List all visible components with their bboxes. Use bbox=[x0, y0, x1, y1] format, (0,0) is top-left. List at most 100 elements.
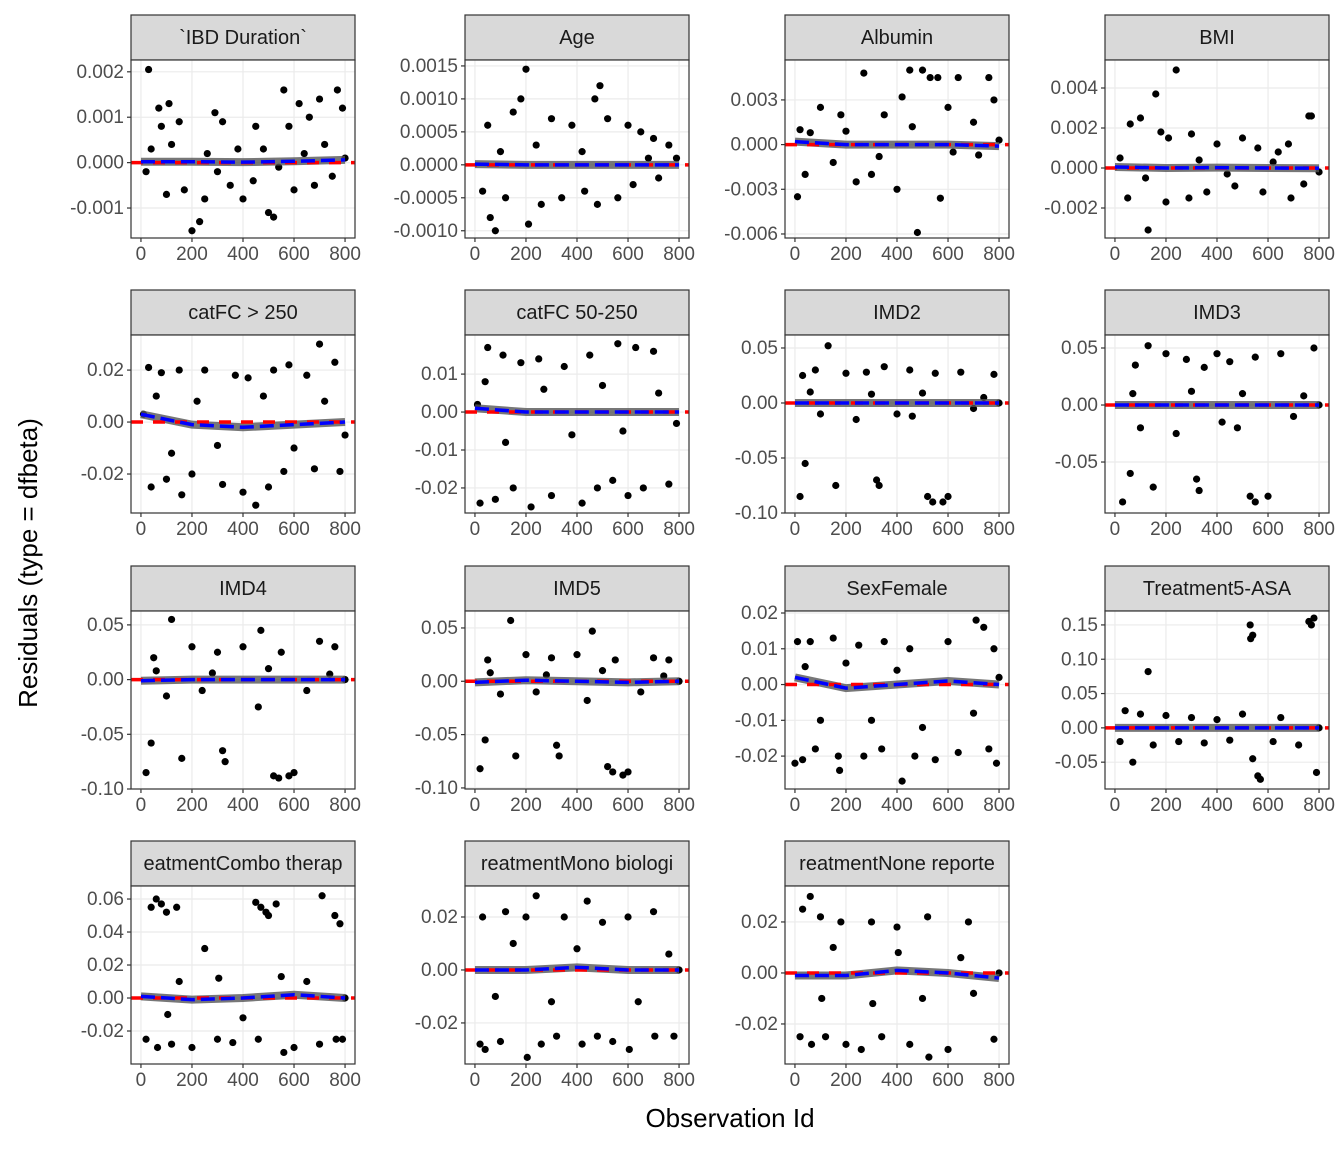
point bbox=[496, 1037, 505, 1046]
point bbox=[842, 659, 850, 667]
point bbox=[188, 227, 196, 235]
point bbox=[944, 103, 952, 111]
point bbox=[893, 410, 901, 418]
strip bbox=[464, 840, 690, 887]
point bbox=[1182, 355, 1190, 364]
point bbox=[1213, 140, 1221, 148]
point bbox=[829, 943, 837, 952]
point bbox=[1200, 739, 1208, 747]
point bbox=[568, 431, 576, 439]
point bbox=[834, 752, 842, 760]
point bbox=[649, 654, 658, 662]
point bbox=[867, 918, 876, 926]
point bbox=[142, 1035, 150, 1043]
point bbox=[1238, 390, 1247, 398]
x-tick-label: 200 bbox=[1150, 244, 1182, 265]
point bbox=[239, 488, 247, 496]
y-tick-label: 0.001 bbox=[76, 107, 124, 128]
point bbox=[835, 766, 844, 774]
panel bbox=[131, 892, 355, 1057]
point bbox=[244, 374, 252, 382]
point bbox=[213, 168, 222, 176]
y-tick-label: 0.02 bbox=[741, 603, 778, 624]
point bbox=[150, 654, 158, 662]
y-tick-label: 0.00 bbox=[421, 960, 458, 981]
point bbox=[252, 898, 260, 906]
point bbox=[637, 688, 645, 696]
point bbox=[931, 369, 939, 377]
point bbox=[501, 438, 510, 447]
point bbox=[280, 86, 288, 94]
point bbox=[321, 140, 329, 149]
point bbox=[898, 93, 906, 101]
point bbox=[893, 923, 901, 931]
point bbox=[484, 656, 492, 664]
point bbox=[649, 347, 658, 355]
point bbox=[1277, 350, 1285, 358]
x-tick-label: 600 bbox=[1252, 795, 1284, 816]
x-tick-label: 800 bbox=[983, 519, 1015, 540]
panel-border bbox=[464, 59, 690, 239]
point bbox=[1152, 90, 1160, 98]
point bbox=[1238, 134, 1247, 142]
smooth-line bbox=[474, 965, 680, 972]
x-tick-label: 400 bbox=[561, 795, 593, 816]
point bbox=[198, 686, 206, 695]
point bbox=[944, 638, 952, 646]
point bbox=[1307, 112, 1315, 120]
y-tick-label: -0.02 bbox=[81, 1021, 124, 1042]
point bbox=[609, 768, 617, 776]
panel-border bbox=[1104, 334, 1330, 514]
point bbox=[918, 389, 927, 397]
x-tick-label: 400 bbox=[1201, 519, 1233, 540]
x-tick-label: 200 bbox=[176, 795, 208, 816]
point bbox=[634, 998, 642, 1006]
point bbox=[949, 148, 957, 156]
point bbox=[264, 665, 273, 673]
x-tick-label: 800 bbox=[1303, 519, 1335, 540]
point bbox=[215, 974, 223, 982]
smooth-line bbox=[794, 675, 1000, 690]
point bbox=[593, 484, 602, 492]
x-tick-label: 0 bbox=[470, 244, 481, 265]
y-tick-label: 0.00 bbox=[741, 963, 778, 984]
point bbox=[1187, 387, 1196, 395]
panel-border bbox=[130, 885, 356, 1065]
point bbox=[496, 148, 505, 156]
point bbox=[929, 498, 937, 506]
point bbox=[801, 459, 809, 468]
point bbox=[280, 467, 288, 476]
point bbox=[522, 65, 530, 73]
point bbox=[1185, 194, 1193, 202]
point bbox=[924, 492, 932, 501]
point bbox=[252, 501, 260, 509]
point bbox=[162, 908, 171, 916]
point bbox=[512, 752, 520, 760]
point bbox=[1131, 361, 1139, 369]
panel bbox=[785, 892, 1009, 1061]
point bbox=[939, 498, 947, 506]
point bbox=[285, 361, 293, 369]
smooth-line bbox=[794, 139, 1000, 148]
point bbox=[1254, 144, 1262, 152]
point bbox=[239, 195, 247, 203]
point bbox=[547, 654, 556, 662]
point bbox=[1246, 621, 1254, 629]
point bbox=[906, 366, 914, 374]
point bbox=[639, 484, 647, 492]
strip bbox=[130, 289, 356, 336]
point bbox=[252, 122, 260, 130]
panel bbox=[1105, 614, 1329, 783]
point bbox=[1213, 350, 1221, 358]
y-tick-label: -0.10 bbox=[81, 779, 124, 800]
point bbox=[1300, 392, 1308, 400]
point bbox=[336, 467, 344, 476]
strip-label: Albumin bbox=[861, 27, 933, 49]
smooth-line bbox=[474, 406, 680, 414]
point bbox=[1195, 156, 1203, 164]
point bbox=[211, 109, 219, 117]
point bbox=[491, 495, 499, 503]
point bbox=[167, 1040, 176, 1048]
point bbox=[1192, 475, 1201, 483]
point bbox=[290, 768, 298, 777]
